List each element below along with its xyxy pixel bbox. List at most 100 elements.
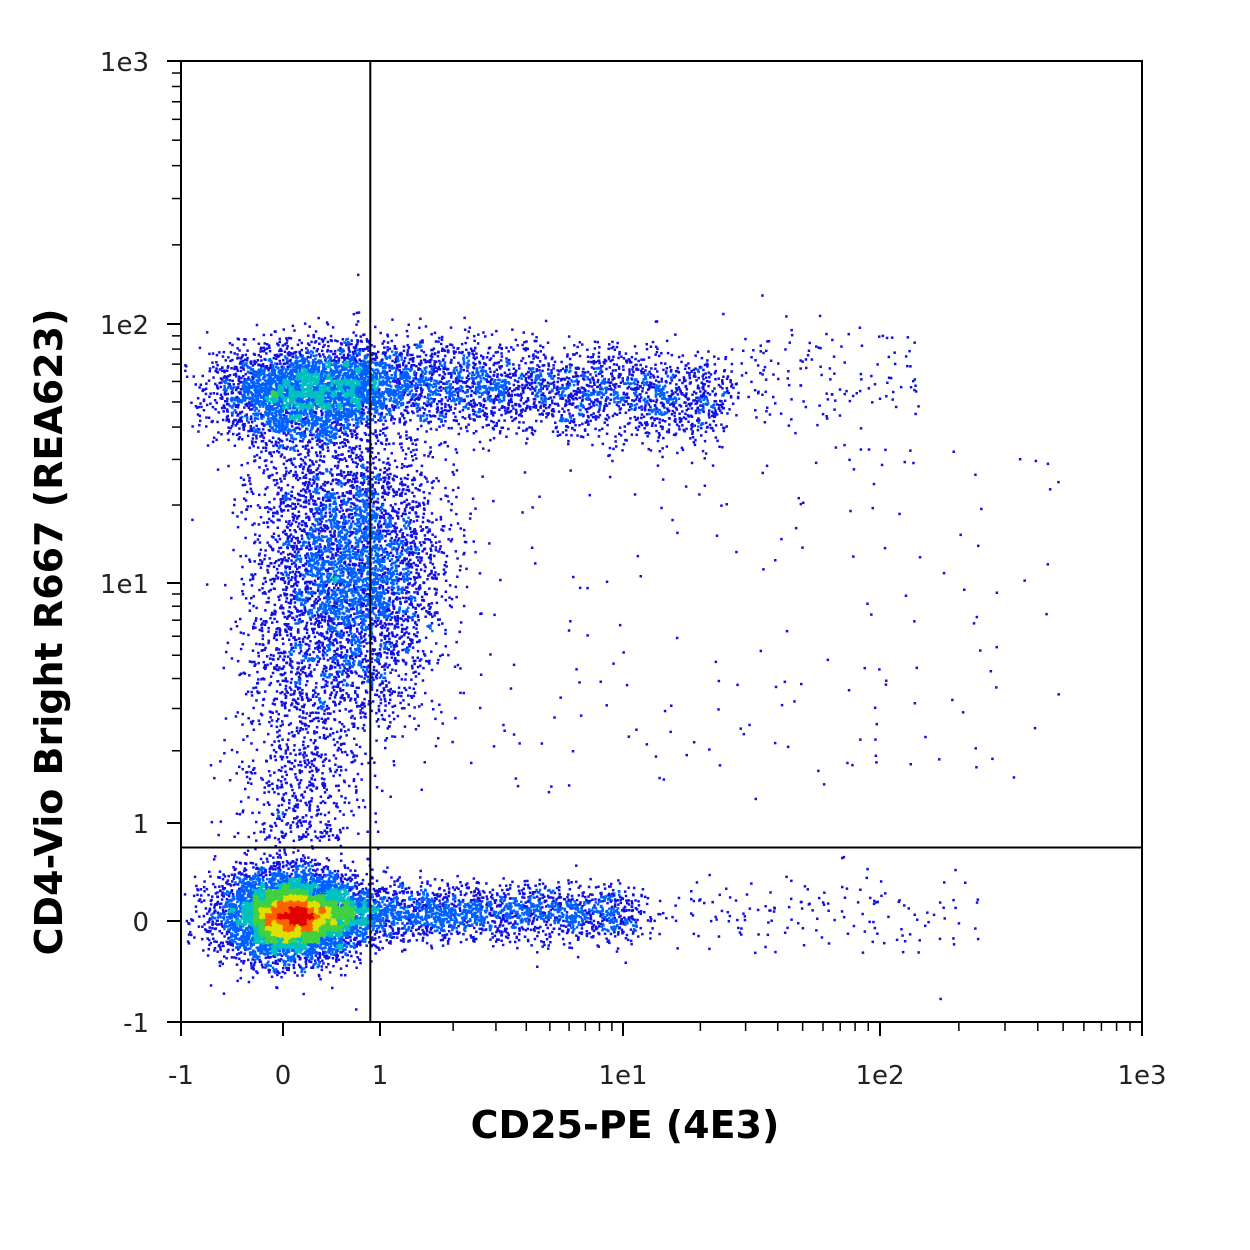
event-dot — [231, 914, 235, 917]
event-dot — [319, 887, 322, 890]
event-dot — [293, 942, 296, 945]
event-dot — [318, 975, 321, 978]
event-dot — [233, 956, 236, 959]
event-dot — [258, 958, 262, 962]
event-dot — [298, 864, 301, 868]
event-dot — [278, 841, 282, 844]
event-dot — [213, 855, 217, 858]
event-dot — [219, 948, 222, 952]
event-dot — [247, 930, 251, 933]
event-dot — [200, 900, 203, 904]
event-dot — [243, 886, 246, 889]
event-dot — [258, 881, 261, 884]
event-dot — [283, 971, 287, 975]
event-dot — [216, 950, 219, 953]
event-dot — [275, 948, 279, 952]
event-dot — [268, 879, 272, 883]
event-dot — [310, 956, 314, 959]
event-dot — [253, 885, 256, 888]
event-dot — [335, 960, 338, 963]
event-dot — [331, 872, 334, 875]
event-dot — [320, 868, 324, 871]
event-dot — [256, 926, 260, 929]
event-dot — [267, 944, 271, 947]
event-dot — [228, 893, 231, 896]
event-dot — [230, 924, 233, 927]
event-dot — [308, 949, 311, 952]
event-dot — [307, 856, 310, 859]
event-dot — [304, 884, 307, 887]
event-dot — [279, 869, 282, 872]
event-dot — [252, 883, 256, 886]
event-dot — [256, 948, 260, 952]
event-dot — [331, 947, 334, 951]
event-dot — [264, 949, 268, 952]
event-dot — [328, 942, 331, 946]
event-dot — [358, 930, 362, 933]
event-dot — [236, 917, 239, 920]
event-dot — [253, 958, 257, 961]
event-dot — [310, 877, 314, 881]
event-dot — [234, 911, 237, 914]
event-dot — [192, 894, 196, 898]
event-dot — [365, 932, 368, 936]
event-dot — [225, 932, 229, 936]
event-dot — [367, 922, 370, 926]
event-dot — [295, 867, 298, 871]
event-dot — [324, 880, 328, 883]
event-dot — [259, 888, 262, 892]
event-dot — [235, 963, 239, 966]
event-dot — [350, 887, 354, 891]
event-dot — [260, 893, 263, 897]
event-dot — [316, 933, 320, 937]
event-dot — [282, 959, 286, 962]
event-dot — [231, 880, 234, 883]
event-dot — [316, 868, 319, 871]
event-dot — [233, 873, 237, 876]
event-dot — [314, 858, 317, 862]
event-dot — [213, 940, 216, 943]
event-dot — [255, 877, 259, 881]
event-dot — [298, 944, 301, 948]
event-dot — [283, 947, 287, 950]
event-dot — [270, 975, 274, 978]
event-dot — [249, 939, 252, 942]
event-dot — [275, 886, 279, 890]
event-dot — [230, 935, 233, 939]
event-dot — [254, 874, 258, 878]
event-dot — [262, 907, 266, 911]
event-dot — [233, 935, 237, 939]
event-dot — [276, 942, 279, 946]
event-dot — [283, 952, 286, 956]
event-dot — [309, 952, 312, 956]
event-dot — [236, 883, 240, 886]
event-dot — [356, 930, 359, 934]
event-dot — [304, 861, 307, 864]
event-dot — [232, 866, 235, 869]
event-dot — [258, 873, 262, 877]
event-dot — [209, 875, 212, 878]
event-dot — [234, 867, 237, 871]
event-dot — [315, 890, 318, 893]
event-dot — [350, 895, 353, 899]
event-dot — [252, 877, 256, 881]
event-dot — [325, 883, 328, 887]
event-dot — [322, 962, 325, 965]
event-dot — [238, 891, 241, 895]
event-dot — [257, 894, 260, 898]
event-dot — [305, 953, 308, 956]
event-dot — [218, 929, 221, 933]
event-dot — [371, 928, 375, 932]
event-dot — [198, 915, 201, 918]
event-dot — [237, 895, 240, 898]
event-dot — [245, 914, 249, 917]
event-dot — [216, 900, 220, 904]
event-dot — [317, 885, 320, 888]
event-dot — [227, 912, 230, 916]
event-dot — [328, 877, 331, 880]
event-dot — [243, 944, 246, 948]
event-dot — [230, 889, 234, 892]
event-dot — [318, 956, 322, 959]
event-dot — [350, 886, 353, 889]
event-dot — [236, 891, 239, 894]
